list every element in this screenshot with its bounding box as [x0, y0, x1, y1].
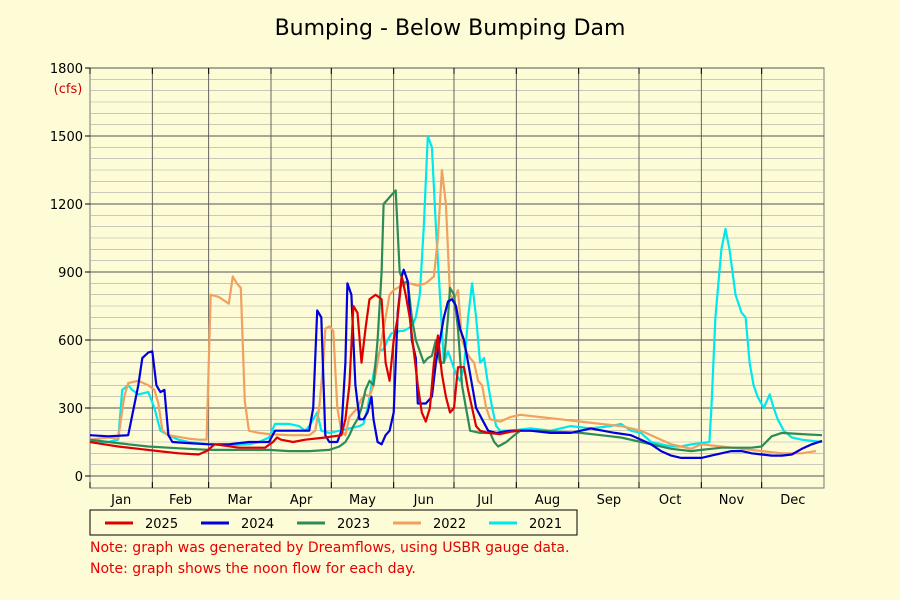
legend-label-2024: 2024 — [241, 517, 274, 532]
y-tick-label: 1800 — [50, 62, 83, 77]
x-tick-label: Feb — [169, 493, 192, 508]
legend-label-2023: 2023 — [337, 517, 370, 532]
x-tick-label: Jun — [413, 493, 434, 508]
legend-label-2025: 2025 — [145, 517, 178, 532]
x-axis: Jan Feb Mar Apr May Jun Jul Aug Sep Oct Nov Dec — [89, 68, 805, 508]
y-tick-label: 600 — [58, 334, 83, 349]
y-axis-unit: (cfs) — [54, 82, 83, 97]
x-tick-label: May — [349, 493, 376, 508]
y-tick-label: 0 — [75, 470, 83, 485]
series-lines — [89, 134, 823, 459]
series-line-2022 — [89, 168, 817, 455]
legend: 2025 2024 2023 2022 2021 — [105, 517, 562, 532]
x-tick-label: Jul — [476, 493, 493, 508]
x-tick-label: Jan — [110, 493, 131, 508]
series-line-2025 — [89, 275, 521, 456]
series-line-2023 — [89, 189, 823, 453]
x-tick-label: Dec — [780, 493, 805, 508]
x-tick-label: Aug — [535, 493, 560, 508]
y-axis: 0 300 600 900 1200 1500 1800 — [50, 62, 90, 485]
x-tick-label: Oct — [659, 493, 681, 508]
legend-label-2022: 2022 — [433, 517, 466, 532]
y-tick-label: 900 — [58, 266, 83, 281]
legend-label-2021: 2021 — [529, 517, 562, 532]
x-tick-label: Apr — [290, 493, 313, 508]
y-tick-label: 1500 — [50, 130, 83, 145]
note-source: Note: graph was generated by Dreamflows,… — [90, 540, 570, 556]
plot-area — [89, 67, 825, 489]
x-tick-label: Nov — [719, 493, 745, 508]
note-noon: Note: graph shows the noon flow for each… — [90, 561, 416, 577]
chart-title: Bumping - Below Bumping Dam — [275, 16, 626, 41]
x-tick-label: Sep — [597, 493, 622, 508]
y-tick-label: 1200 — [50, 198, 83, 213]
y-tick-label: 300 — [58, 402, 83, 417]
x-tick-label: Mar — [228, 493, 253, 508]
